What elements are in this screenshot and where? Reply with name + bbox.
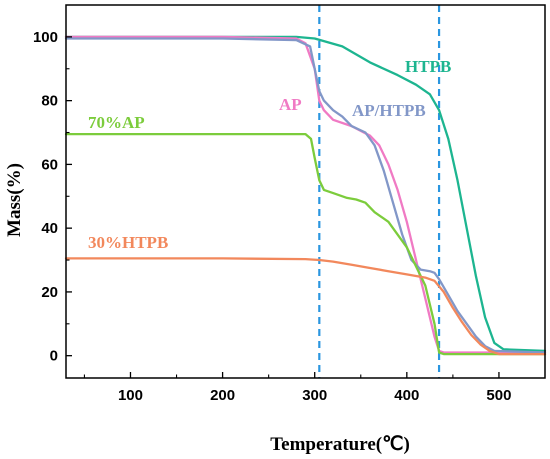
x-tick-label: 400 [394,387,419,404]
series-line-70pct-ap [64,132,547,356]
x-tick-label: 200 [210,387,235,404]
y-tick-label: 60 [41,156,58,173]
axes: 100 200 300 400 500 0 20 40 60 80 100 [33,4,546,404]
y-axis-title-group: Mass(%) [4,163,25,237]
x-tick-label: 300 [302,387,327,404]
y-tick-label: 40 [41,220,58,237]
series-line-ap [64,35,547,354]
y-tick-label: 100 [33,29,58,46]
x-tick-label: 100 [118,387,143,404]
series-line-ap-htpb [64,37,547,354]
series-line-30pct-htpb [64,257,547,356]
series-lines [64,35,547,356]
series-label-ap-htpb: AP/HTPB [352,101,426,120]
series-label-30pct-htpb: 30%HTPB [88,233,168,252]
series-label-ap: AP [279,95,302,114]
y-axis-title: Mass(%) [4,163,25,237]
series-labels: HTPB AP AP/HTPB 70%AP 30%HTPB [88,57,451,252]
plot-frame [65,4,546,379]
x-tick-label: 500 [486,387,511,404]
x-axis-title: Temperature(℃) [270,434,410,455]
series-line-htpb [64,35,547,353]
reference-lines [318,5,441,378]
y-tick-label: 80 [41,93,58,110]
y-tick-label: 0 [50,348,58,365]
y-tick-label: 20 [41,284,58,301]
series-label-htpb: HTPB [405,57,451,76]
series-label-70pct-ap: 70%AP [88,113,145,132]
